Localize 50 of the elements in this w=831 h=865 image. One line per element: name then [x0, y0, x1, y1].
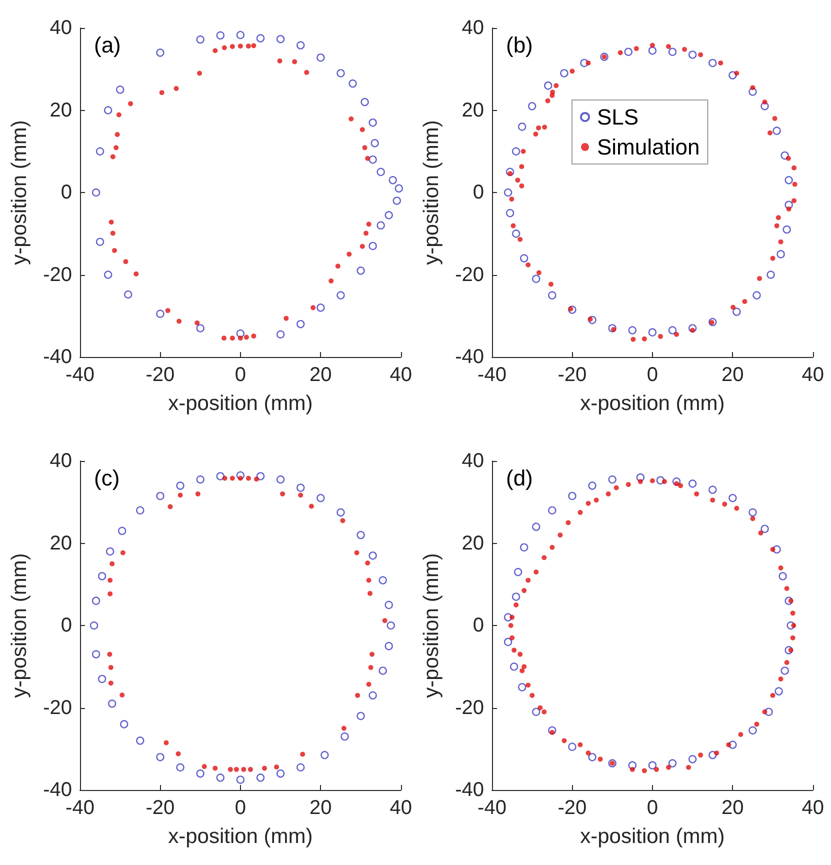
x-tick-label: -20	[558, 364, 587, 386]
y-tick-label: -40	[43, 779, 72, 801]
x-tick-label: 0	[234, 364, 246, 386]
x-tick-label: 40	[390, 364, 412, 386]
y-axis-title: y-position (mm)	[8, 120, 31, 265]
legend-label: Simulation	[597, 134, 700, 160]
y-tick-label: -20	[455, 696, 484, 719]
y-tick-label: 40	[50, 17, 72, 39]
y-tick-label: 0	[472, 614, 484, 636]
y-tick-label: 40	[462, 17, 484, 39]
y-axis-title: y-position (mm)	[8, 553, 31, 698]
x-tick-label: 40	[802, 364, 824, 386]
y-tick-label: 0	[60, 182, 72, 204]
annotation: (d)	[506, 466, 533, 490]
x-axis-title: x-position (mm)	[168, 825, 313, 848]
x-tick-label: -20	[558, 797, 587, 819]
y-axis-title: y-position (mm)	[420, 120, 443, 265]
x-tick-label: 20	[310, 797, 332, 819]
x-tick-label: -20	[146, 364, 175, 386]
x-tick-label: 0	[234, 797, 246, 819]
y-tick-label: -40	[455, 346, 484, 368]
x-tick-label: 40	[390, 797, 412, 819]
y-tick-label: 20	[462, 532, 484, 554]
x-tick-label: 20	[310, 364, 332, 386]
y-tick-label: 20	[50, 532, 72, 554]
x-axis-title: x-position (mm)	[168, 392, 313, 415]
y-tick-label: 20	[462, 99, 484, 122]
x-axis-title: x-position (mm)	[580, 392, 725, 415]
x-tick-label: -20	[146, 797, 175, 819]
annotation: (c)	[94, 466, 120, 490]
annotation: (a)	[94, 32, 121, 58]
y-tick-label: 20	[50, 99, 72, 122]
x-tick-label: 0	[646, 364, 658, 386]
y-tick-label: -40	[455, 779, 484, 801]
y-tick-label: -20	[43, 696, 72, 719]
y-tick-label: -20	[43, 264, 72, 286]
y-tick-label: -40	[43, 346, 72, 368]
y-tick-label: 0	[60, 614, 72, 636]
x-tick-label: 20	[722, 364, 744, 386]
x-axis-title: x-position (mm)	[580, 825, 725, 848]
y-tick-label: 0	[472, 182, 484, 204]
x-tick-label: 20	[722, 797, 744, 819]
y-tick-label: 40	[462, 450, 484, 472]
x-tick-label: 40	[802, 797, 824, 819]
y-axis-title: y-position (mm)	[420, 553, 443, 698]
y-tick-label: 40	[50, 450, 72, 472]
annotation: (b)	[506, 32, 533, 58]
y-tick-label: -20	[455, 264, 484, 286]
legend-label: SLS	[597, 104, 639, 130]
x-tick-label: 0	[646, 797, 658, 819]
